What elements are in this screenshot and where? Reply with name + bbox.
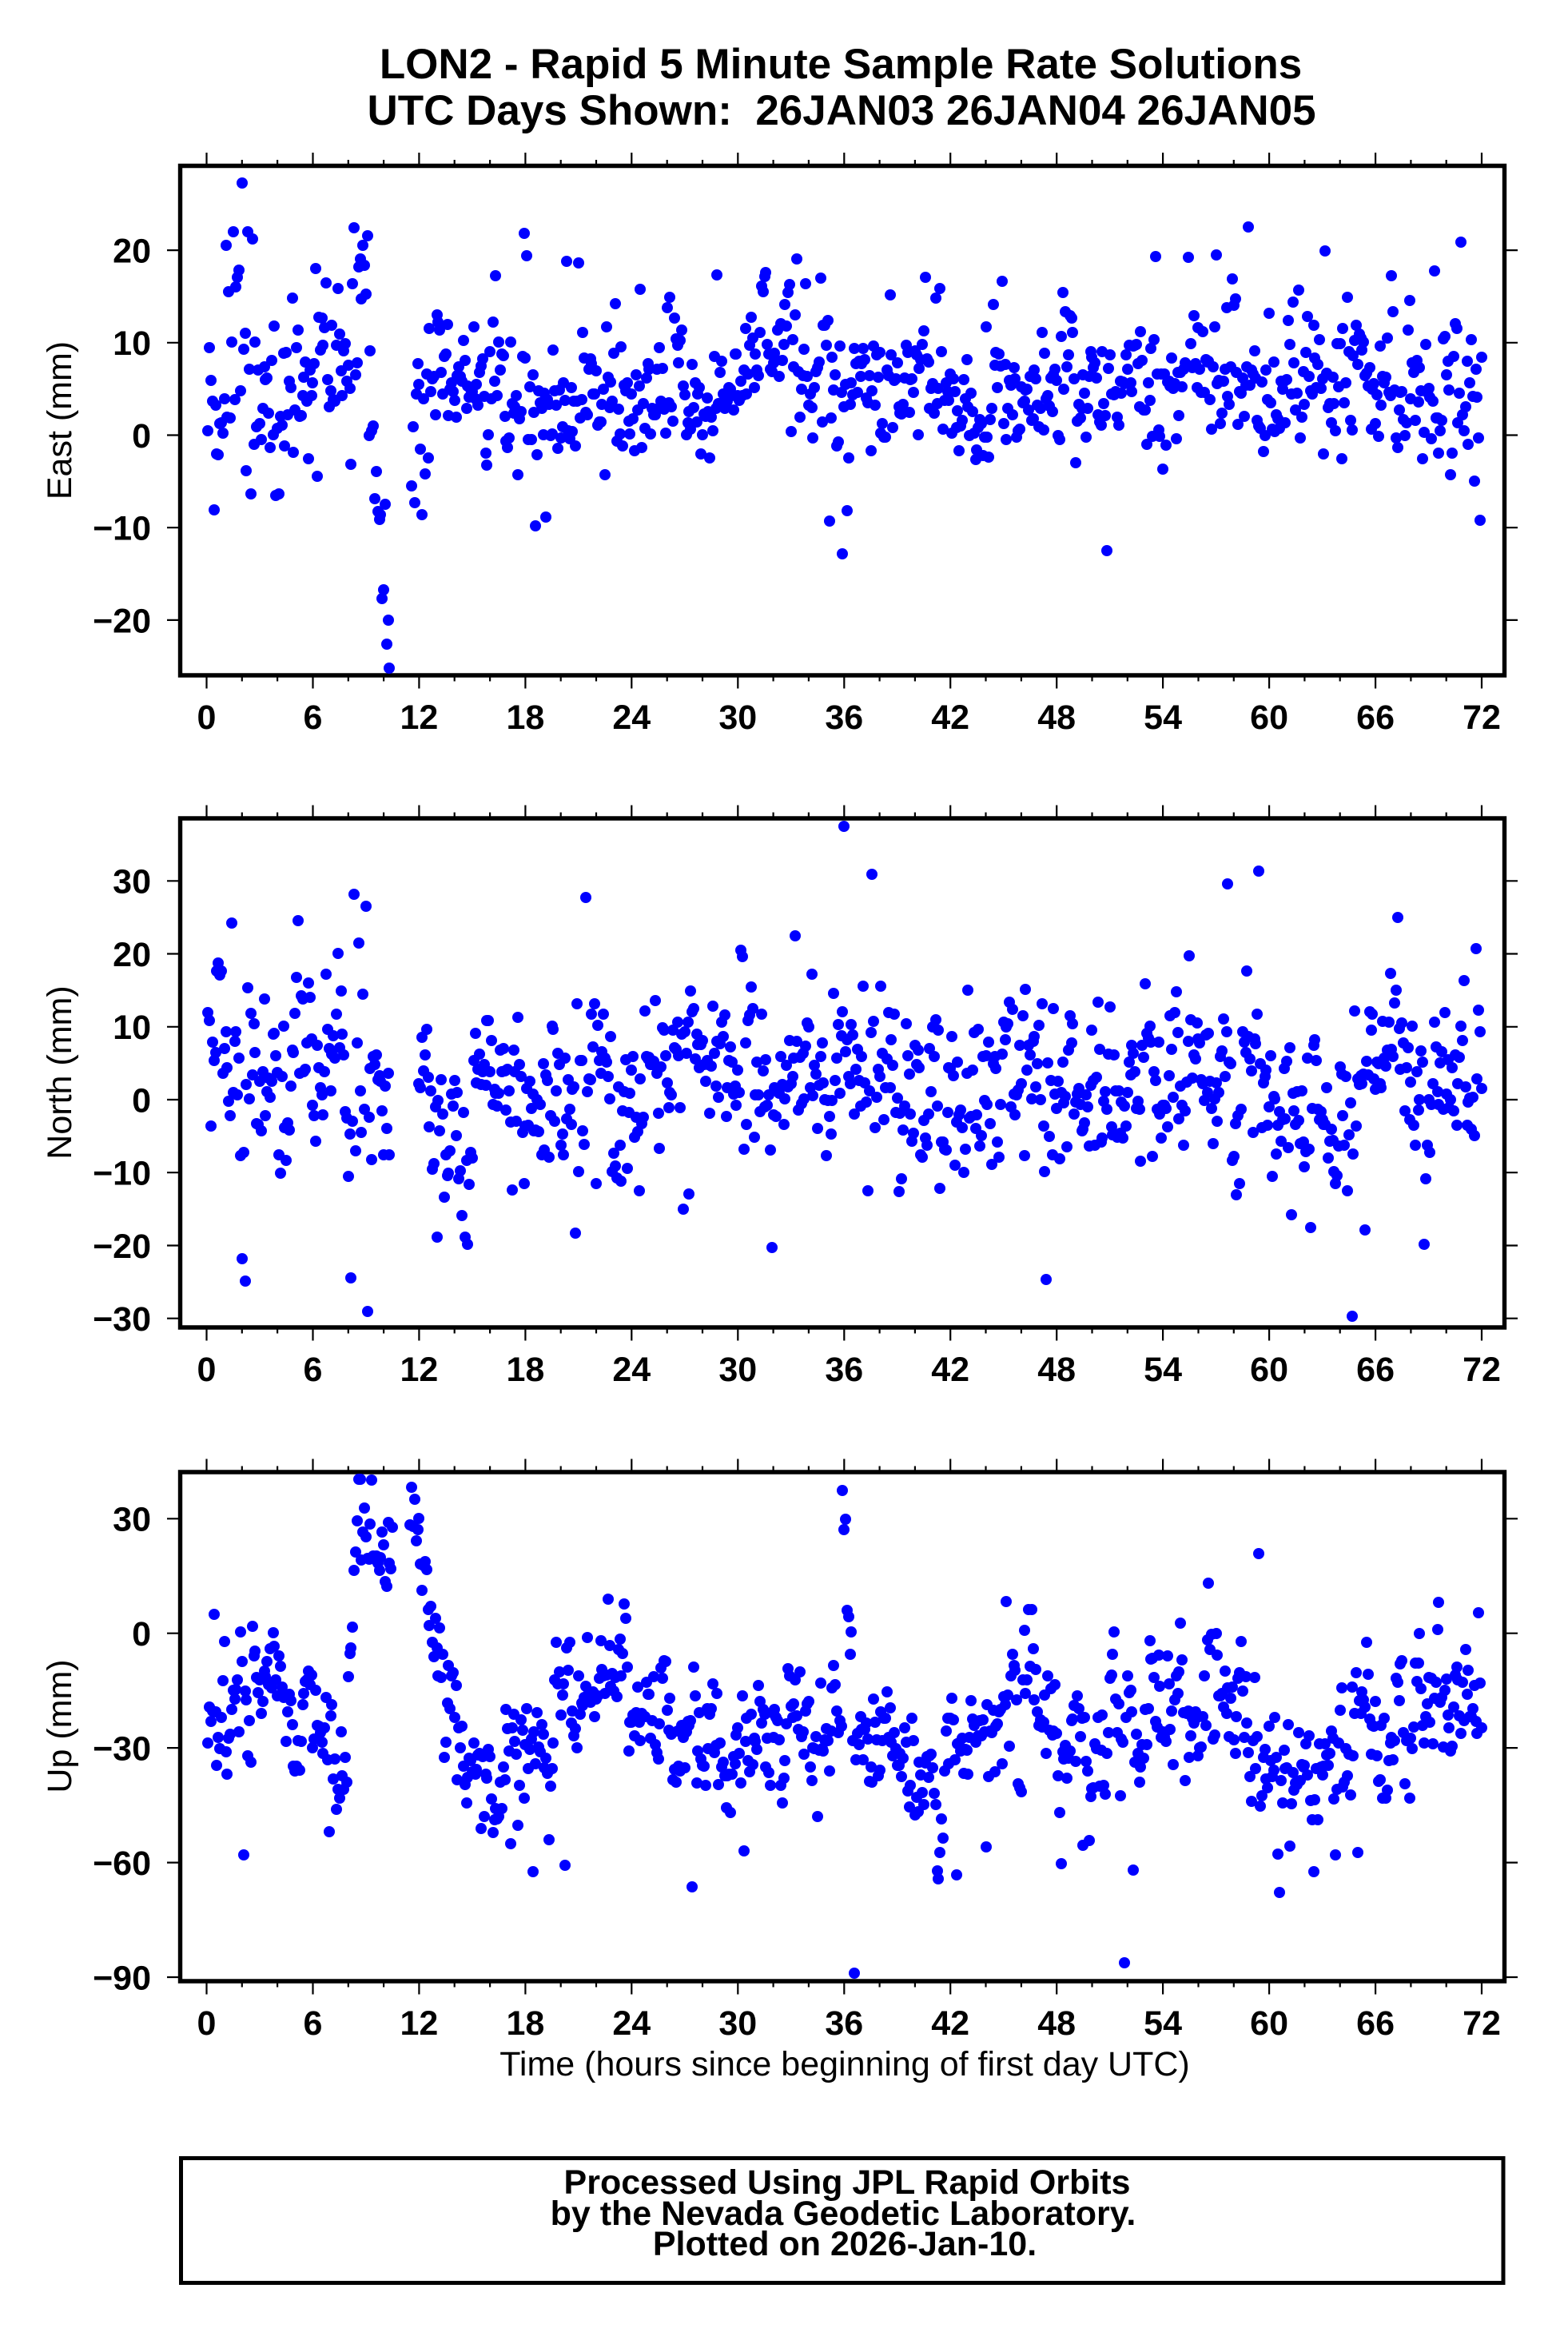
svg-text:10: 10 [113, 324, 151, 363]
svg-text:12: 12 [400, 698, 438, 737]
svg-text:36: 36 [825, 698, 863, 737]
svg-text:72: 72 [1463, 2004, 1501, 2043]
svg-text:Time (hours since beginning of: Time (hours since beginning of first day… [499, 2045, 1190, 2083]
svg-text:0: 0 [197, 2004, 217, 2043]
svg-text:6: 6 [304, 698, 323, 737]
svg-text:48: 48 [1037, 2004, 1076, 2043]
svg-text:36: 36 [825, 2004, 863, 2043]
svg-text:20: 20 [113, 936, 151, 974]
svg-text:66: 66 [1356, 698, 1395, 737]
svg-text:20: 20 [113, 233, 151, 271]
svg-text:Up (mm): Up (mm) [41, 1659, 79, 1793]
svg-text:60: 60 [1250, 698, 1288, 737]
svg-text:−60: −60 [93, 1845, 151, 1883]
svg-text:30: 30 [718, 698, 757, 737]
svg-text:−30: −30 [93, 1300, 151, 1339]
svg-text:Processed Using JPL Rapid Orbi: Processed Using JPL Rapid Orbits [564, 2163, 1131, 2202]
svg-text:66: 66 [1356, 1351, 1395, 1389]
svg-text:54: 54 [1144, 698, 1182, 737]
svg-text:UTC Days Shown: 26JAN03 26JAN: UTC Days Shown: 26JAN03 26JAN04 26JAN05 [367, 87, 1315, 134]
svg-text:30: 30 [718, 2004, 757, 2043]
svg-text:30: 30 [718, 1351, 757, 1389]
svg-text:48: 48 [1037, 698, 1076, 737]
svg-text:30: 30 [113, 863, 151, 901]
svg-text:6: 6 [304, 2004, 323, 2043]
svg-text:12: 12 [400, 2004, 438, 2043]
svg-text:East (mm): East (mm) [41, 341, 79, 499]
svg-text:42: 42 [931, 2004, 969, 2043]
svg-text:42: 42 [931, 698, 969, 737]
svg-text:18: 18 [506, 1351, 544, 1389]
svg-text:24: 24 [612, 1351, 651, 1389]
svg-text:60: 60 [1250, 1351, 1288, 1389]
svg-text:24: 24 [612, 698, 651, 737]
svg-text:Plotted on 2026-Jan-10.: Plotted on 2026-Jan-10. [653, 2225, 1037, 2263]
svg-text:36: 36 [825, 1351, 863, 1389]
svg-text:6: 6 [304, 1351, 323, 1389]
svg-text:54: 54 [1144, 1351, 1182, 1389]
svg-text:0: 0 [132, 417, 151, 456]
svg-text:12: 12 [400, 1351, 438, 1389]
svg-text:54: 54 [1144, 2004, 1182, 2043]
svg-text:−10: −10 [93, 1155, 151, 1193]
svg-text:−90: −90 [93, 1959, 151, 1997]
svg-text:60: 60 [1250, 2004, 1288, 2043]
svg-text:−20: −20 [93, 1228, 151, 1266]
svg-text:18: 18 [506, 698, 544, 737]
svg-text:10: 10 [113, 1009, 151, 1047]
svg-text:0: 0 [197, 698, 217, 737]
svg-text:by the Nevada Geodetic Laborat: by the Nevada Geodetic Laboratory. [551, 2195, 1136, 2233]
svg-text:66: 66 [1356, 2004, 1395, 2043]
svg-text:30: 30 [113, 1501, 151, 1539]
svg-text:−30: −30 [93, 1730, 151, 1769]
svg-text:42: 42 [931, 1351, 969, 1389]
svg-text:72: 72 [1463, 1351, 1501, 1389]
svg-text:18: 18 [506, 2004, 544, 2043]
svg-text:−10: −10 [93, 510, 151, 548]
svg-text:72: 72 [1463, 698, 1501, 737]
svg-text:0: 0 [197, 1351, 217, 1389]
svg-text:−20: −20 [93, 602, 151, 640]
svg-text:24: 24 [612, 2004, 651, 2043]
svg-text:0: 0 [132, 1615, 151, 1654]
svg-text:48: 48 [1037, 1351, 1076, 1389]
svg-text:0: 0 [132, 1081, 151, 1120]
svg-text:LON2 - Rapid 5 Minute Sample R: LON2 - Rapid 5 Minute Sample Rate Soluti… [380, 41, 1302, 88]
svg-text:North (mm): North (mm) [41, 985, 79, 1159]
